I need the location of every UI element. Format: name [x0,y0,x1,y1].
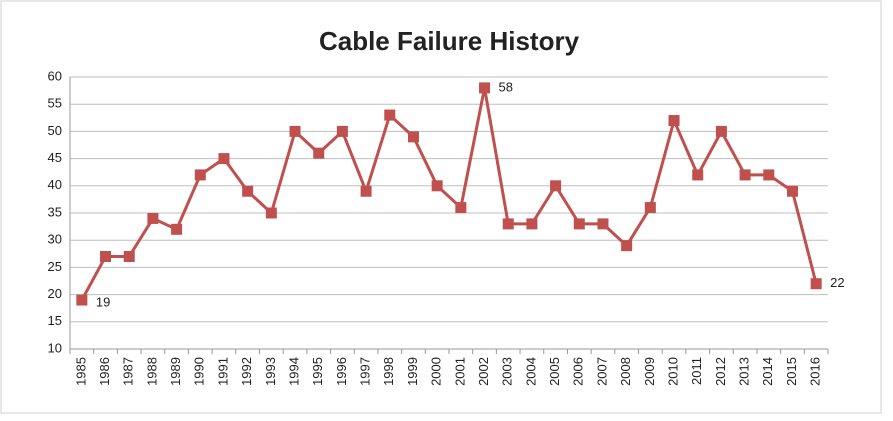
y-tick-label: 25 [48,259,62,274]
x-tick-label: 1996 [334,357,349,386]
x-tick-label: 1998 [381,357,396,386]
x-tick-label: 2016 [808,357,823,386]
x-tick-label: 1994 [286,357,301,386]
point-marker [242,185,254,197]
point-marker [644,202,656,214]
point-marker [313,147,325,159]
x-tick-label: 1992 [239,357,254,386]
x-tick-label: 2012 [713,357,728,386]
point-marker [76,294,88,306]
point-marker [265,207,277,219]
y-tick-label: 10 [48,340,62,355]
point-marker [715,125,727,137]
point-marker [407,131,419,143]
point-marker [573,218,585,230]
point-marker [360,185,372,197]
point-marker [479,82,491,94]
point-marker [692,169,704,181]
x-tick-label: 2003 [500,357,515,386]
x-tick-label: 1995 [310,357,325,386]
point-marker [147,212,159,224]
x-tick-label: 2014 [760,357,775,386]
chart-title: Cable Failure History [319,26,580,56]
x-tick-label: 2010 [665,357,680,386]
x-tick-label: 2006 [571,357,586,386]
point-marker [218,153,230,165]
y-tick-label: 45 [48,150,62,165]
y-tick-label: 20 [48,286,62,301]
x-tick-label: 2002 [476,357,491,386]
point-marker [597,218,609,230]
y-tick-label: 50 [48,123,62,138]
x-tick-label: 2009 [642,357,657,386]
point-marker [171,223,183,235]
point-marker [502,218,514,230]
data-label: 22 [830,275,844,290]
x-tick-label: 2008 [618,357,633,386]
data-label: 19 [96,294,110,309]
y-tick-label: 55 [48,96,62,111]
point-marker [384,109,396,121]
point-marker [621,240,633,252]
x-tick-label: 1990 [192,357,207,386]
point-marker [810,278,822,290]
point-marker [289,125,301,137]
point-marker [550,180,562,192]
x-tick-label: 1985 [73,357,88,386]
point-marker [431,180,443,192]
chart-frame [0,0,882,414]
point-marker [763,169,775,181]
x-tick-label: 2005 [547,357,562,386]
y-tick-label: 15 [48,313,62,328]
x-tick-label: 2000 [429,357,444,386]
y-tick-label: 40 [48,177,62,192]
x-tick-label: 2001 [452,357,467,386]
x-tick-label: 1999 [405,357,420,386]
x-tick-label: 1991 [215,357,230,386]
x-tick-label: 1993 [263,357,278,386]
x-tick-label: 1987 [121,357,136,386]
x-tick-label: 1988 [144,357,159,386]
point-marker [336,125,348,137]
data-label: 58 [499,79,513,94]
point-marker [526,218,538,230]
y-tick-label: 35 [48,204,62,219]
point-marker [668,115,680,127]
y-tick-label: 60 [48,68,62,83]
x-tick-label: 2013 [737,357,752,386]
point-marker [123,251,135,263]
x-tick-label: 1997 [358,357,373,386]
x-tick-label: 2004 [523,357,538,386]
x-tick-label: 2015 [784,357,799,386]
x-tick-label: 2011 [689,357,704,385]
x-tick-label: 1986 [97,357,112,386]
x-tick-label: 2007 [594,357,609,386]
point-marker [194,169,206,181]
point-marker [739,169,751,181]
x-tick-label: 1989 [168,357,183,386]
point-marker [786,185,798,197]
point-marker [100,251,112,263]
point-marker [455,202,467,214]
y-tick-label: 30 [48,232,62,247]
